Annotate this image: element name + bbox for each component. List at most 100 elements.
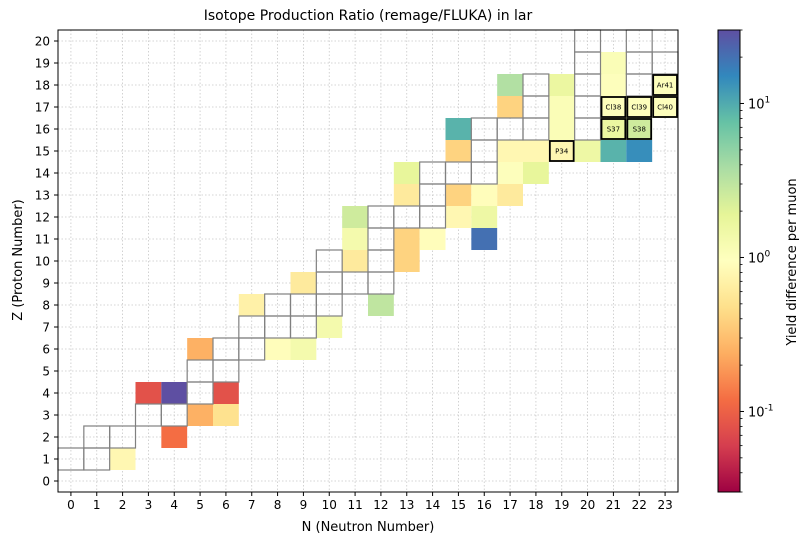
heatmap-cell	[342, 250, 368, 272]
x-tick-label: 13	[399, 498, 414, 512]
x-tick-label: 17	[502, 498, 517, 512]
colorbar	[717, 29, 741, 493]
heatmap-cell	[626, 118, 653, 140]
heatmap-cell	[497, 162, 523, 184]
y-tick-label: 13	[35, 189, 50, 203]
x-tick-label: 14	[425, 498, 440, 512]
heatmap-cell	[548, 74, 575, 96]
y-tick-label: 10	[35, 255, 50, 269]
isotope-label: Cl40	[657, 104, 673, 112]
y-tick-label: 0	[42, 475, 50, 489]
highlight-box	[548, 140, 575, 162]
isotope-label: P34	[555, 148, 569, 156]
heatmap-cell	[290, 272, 317, 294]
y-tick-label: 8	[42, 299, 50, 313]
heatmap-cell	[600, 52, 627, 74]
heatmap-cell	[445, 206, 472, 228]
y-tick-label: 5	[42, 365, 50, 379]
highlight-box	[600, 96, 627, 118]
isotope-label: Cl39	[631, 104, 647, 112]
heatmap-cell	[342, 228, 368, 250]
heatmap-cell	[497, 96, 523, 118]
y-tick-label: 18	[35, 79, 50, 93]
heatmap-cell	[497, 184, 523, 206]
highlight-box	[652, 74, 678, 96]
x-tick-label: 1	[93, 498, 101, 512]
y-tick-label: 17	[35, 101, 50, 115]
isotope-label: Cl38	[606, 104, 622, 112]
colorbar-tick-label: 100	[748, 249, 771, 266]
heatmap-cell	[187, 404, 213, 426]
chart-title: Isotope Production Ratio (remage/FLUKA) …	[204, 8, 533, 24]
heatmap-cell	[471, 206, 498, 228]
heatmap-cell	[600, 140, 627, 162]
colorbar-ticks: 10-1 100 101	[740, 29, 774, 493]
highlight-box	[652, 96, 678, 118]
x-tick-label: 20	[580, 498, 595, 512]
highlight-box	[626, 118, 653, 140]
heatmap-cell	[135, 382, 162, 404]
empty-cell	[160, 403, 188, 427]
x-tick-label: 15	[451, 498, 466, 512]
heatmap-cell	[574, 140, 601, 162]
heatmap-cell	[393, 228, 420, 250]
y-tick-label: 11	[35, 233, 50, 247]
x-tick-label: 8	[274, 498, 282, 512]
empty-cells	[57, 29, 679, 471]
heatmap-cell	[393, 162, 420, 184]
y-tick-label: 15	[35, 145, 50, 159]
heatmap-cell	[187, 338, 213, 360]
heatmap-cell	[523, 162, 549, 184]
colorbar-tick-label: 101	[748, 95, 770, 112]
heatmap-cell	[600, 96, 627, 118]
heatmap-cell	[548, 140, 575, 162]
heatmap-cell	[523, 140, 549, 162]
heatmap-cell	[368, 294, 394, 316]
heatmap-cell	[652, 96, 678, 118]
x-tick-label: 0	[67, 498, 75, 512]
heatmap-cell	[161, 426, 188, 448]
y-tick-label: 19	[35, 57, 50, 71]
y-axis-label: Z (Proton Number)	[11, 199, 26, 320]
x-tick-label: 19	[554, 498, 569, 512]
highlight-box	[600, 118, 627, 140]
heatmap-cell	[213, 382, 239, 404]
isotope-label: Ar41	[657, 82, 674, 90]
isotope-label: S38	[633, 126, 646, 134]
heatmap-cell	[600, 118, 627, 140]
x-tick-label: 7	[248, 498, 256, 512]
y-tick-label: 1	[42, 453, 50, 467]
heatmap-cell	[600, 74, 627, 96]
heatmap-cell	[342, 206, 368, 228]
colorbar-label: Yield difference per muon	[785, 178, 800, 346]
heatmap-cells	[109, 52, 678, 470]
colorbar-tick-label: 10-1	[748, 403, 774, 420]
y-tick-label: 12	[35, 211, 50, 225]
heatmap-cell	[497, 140, 523, 162]
isotope-labels: P34 S37 Cl38 S38 Cl39 Cl40 Ar41	[548, 74, 678, 162]
x-tick-label: 3	[145, 498, 153, 512]
empty-cell	[315, 249, 343, 273]
x-tick-label: 18	[528, 498, 543, 512]
heatmap-cell	[626, 140, 653, 162]
y-tick-label: 4	[42, 387, 50, 401]
heatmap-cell	[109, 448, 136, 470]
x-tick-label: 4	[170, 498, 178, 512]
x-tick-label: 5	[196, 498, 204, 512]
empty-cell	[522, 73, 550, 97]
y-tick-label: 20	[35, 35, 50, 49]
empty-cell	[109, 425, 137, 449]
x-tick-label: 10	[322, 498, 337, 512]
y-tick-label: 2	[42, 431, 50, 445]
heatmap-cell	[213, 404, 239, 426]
x-tick-label: 9	[300, 498, 308, 512]
y-tick-label: 3	[42, 409, 50, 423]
x-axis-label: N (Neutron Number)	[302, 520, 435, 535]
heatmap-cell	[497, 74, 523, 96]
heatmap-cell	[316, 316, 343, 338]
heatmap-cell	[419, 228, 446, 250]
y-tick-label: 7	[42, 321, 50, 335]
heatmap-cell	[445, 184, 472, 206]
